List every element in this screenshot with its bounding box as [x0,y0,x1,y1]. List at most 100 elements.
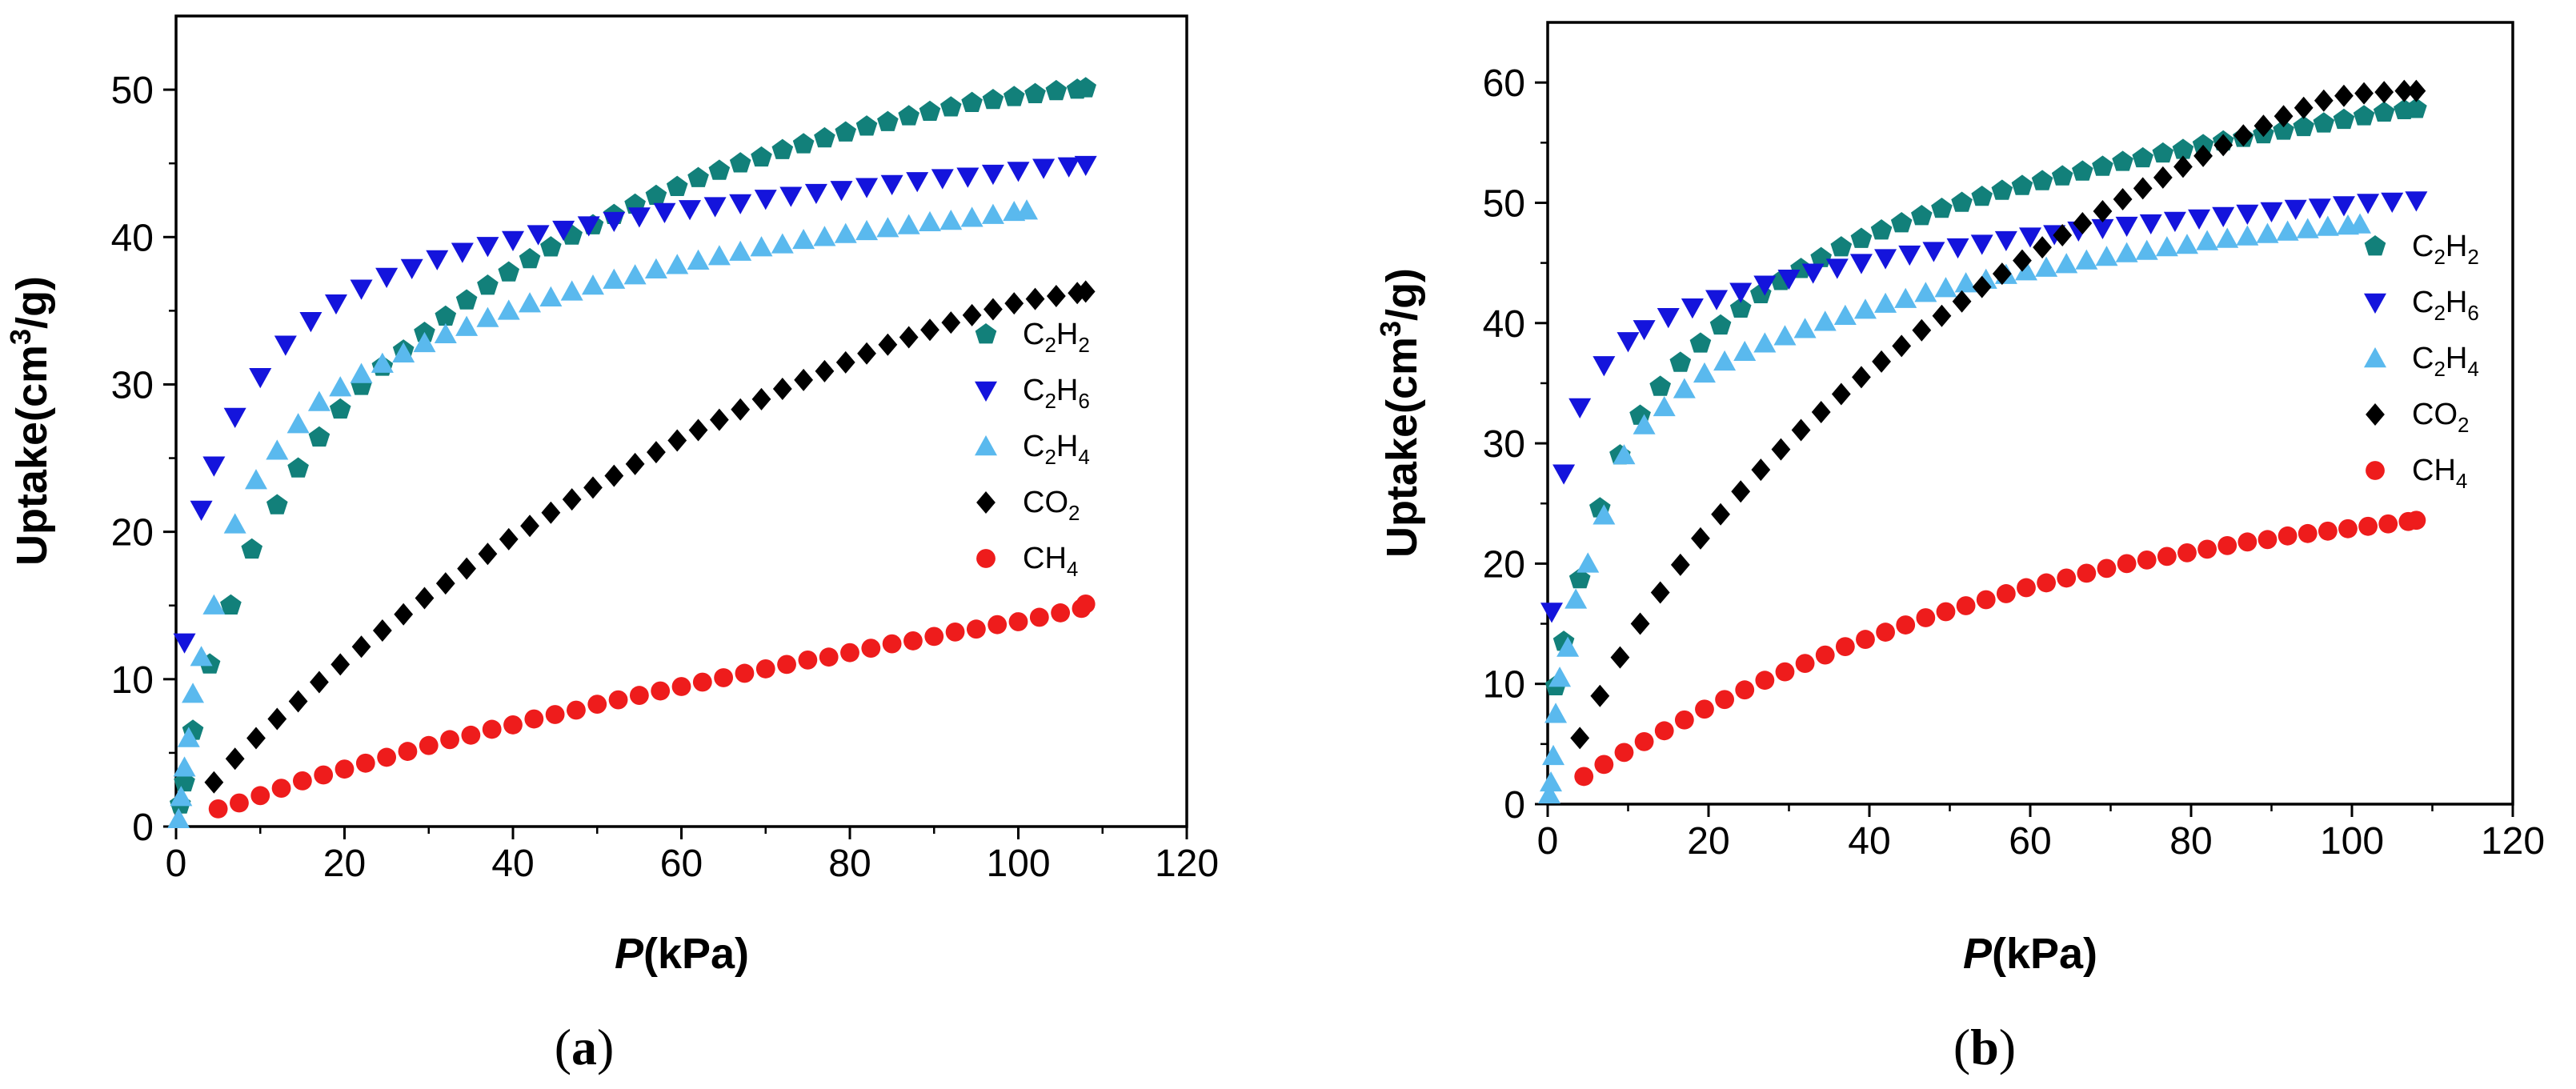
data-point-c2h6 [2212,206,2235,227]
data-point-ch4 [2037,573,2057,593]
chart-panel-a: 0 20 40 60 80 100 120 0 10 20 30 40 50 P(kPa) Uptake(c… [4,14,1219,1075]
data-point-co2 [1751,458,1771,482]
x-axis-title: P(kPa) [615,930,749,978]
data-point-ch4 [1634,731,1654,751]
data-point-c2h6 [1552,464,1576,485]
data-point-c2h2 [414,321,435,342]
data-point-co2 [2253,114,2274,138]
data-point-co2 [1004,292,1024,315]
data-point-c2h6 [1032,158,1056,179]
data-point-ch4 [840,643,859,663]
data-point-ch4 [1654,721,1674,741]
data-point-co2 [857,342,876,365]
data-point-ch4 [2278,526,2298,546]
data-point-c2h6 [2115,216,2138,238]
data-point-c2h6 [754,190,777,210]
legend: C2H2 C2H6 C2H4 CO2 CH4 [975,318,1090,581]
data-point-c2h6 [1946,238,1969,259]
data-point-ch4 [671,677,691,696]
x-tick-label: 100 [2320,820,2384,863]
data-point-c2h6 [274,335,297,356]
data-point-co2 [372,619,392,643]
data-point-c2h6 [476,237,499,258]
data-point-c2h2 [1568,567,1591,589]
data-point-c2h2 [1003,86,1025,106]
data-point-co2 [288,690,308,713]
data-point-co2 [246,727,266,750]
data-point-ch4 [1574,767,1594,787]
data-point-co2 [1025,287,1045,310]
data-point-c2h6 [223,407,246,428]
x-tick-label: 100 [986,843,1050,885]
data-point-c2h4 [1874,292,1897,313]
series-ch4 [208,594,1096,819]
data-point-c2h2 [2112,150,2133,171]
data-point-ch4 [924,627,944,647]
data-point-c2h2 [2353,105,2375,126]
data-point-ch4 [1735,680,1755,700]
data-point-co2 [2314,89,2334,112]
x-tick-label: 20 [323,843,366,885]
data-point-ch4 [208,799,228,819]
data-point-c2h4 [2316,215,2339,236]
data-point-ch4 [377,747,397,767]
data-point-co2 [435,572,455,595]
legend-label-c2h6: C2H6 [1023,374,1090,413]
data-point-c2h2 [1649,375,1672,396]
data-point-co2 [815,359,835,382]
data-point-c2h2 [2273,119,2294,140]
data-point-c2h2 [435,305,457,326]
y-tick-label: 10 [1483,664,1525,707]
data-point-c2h2 [2011,174,2033,195]
legend-marker-c2h6 [2364,293,2386,314]
data-point-c2h4 [177,727,200,747]
data-point-ch4 [735,663,755,683]
data-point-c2h6 [653,202,676,223]
data-point-c2h2 [2172,138,2194,159]
data-point-c2h4 [1613,444,1636,465]
data-point-c2h2 [2313,112,2335,133]
data-point-c2h4 [939,210,963,230]
data-point-c2h2 [266,494,288,514]
data-point-ch4 [2358,516,2378,536]
data-point-ch4 [2137,550,2157,570]
data-point-c2h2 [1709,314,1732,335]
data-point-c2h4 [2196,230,2219,250]
series-c2h2 [169,77,1097,814]
data-point-co2 [1691,526,1710,550]
data-point-c2h6 [2188,209,2211,230]
data-point-co2 [310,671,329,694]
plot-frame [174,14,1188,828]
data-point-c2h4 [1548,667,1572,687]
data-point-ch4 [882,634,902,654]
data-point-c2h2 [1689,332,1712,353]
data-point-c2h4 [560,280,583,301]
data-point-c2h6 [804,183,827,205]
data-point-co2 [731,398,751,421]
panel-label: (b) [1953,1019,2016,1075]
data-point-c2h6 [527,225,550,246]
data-point-ch4 [335,759,355,779]
data-point-co2 [267,707,287,731]
data-point-ch4 [651,681,671,701]
data-point-c2h2 [1830,236,1853,257]
data-point-c2h4 [223,513,246,534]
data-point-ch4 [798,650,818,670]
y-axis-title-superscript: 3 [4,329,37,345]
data-point-c2h4 [1773,325,1797,346]
data-point-c2h6 [880,174,903,195]
legend-label-c2h2: C2H2 [1023,318,1090,357]
data-point-c2h2 [792,133,815,154]
data-point-ch4 [2237,532,2258,552]
data-point-c2h2 [1024,82,1046,103]
data-point-co2 [941,311,961,334]
data-point-c2h2 [939,96,962,117]
legend-marker-c2h4 [975,435,997,456]
data-point-ch4 [1916,608,1936,627]
data-point-c2h6 [906,172,929,193]
legend-marker-ch4 [976,549,996,568]
data-point-co2 [667,429,687,452]
legend-marker-ch4 [2366,461,2385,480]
data-point-ch4 [461,725,481,745]
data-point-co2 [331,653,351,676]
